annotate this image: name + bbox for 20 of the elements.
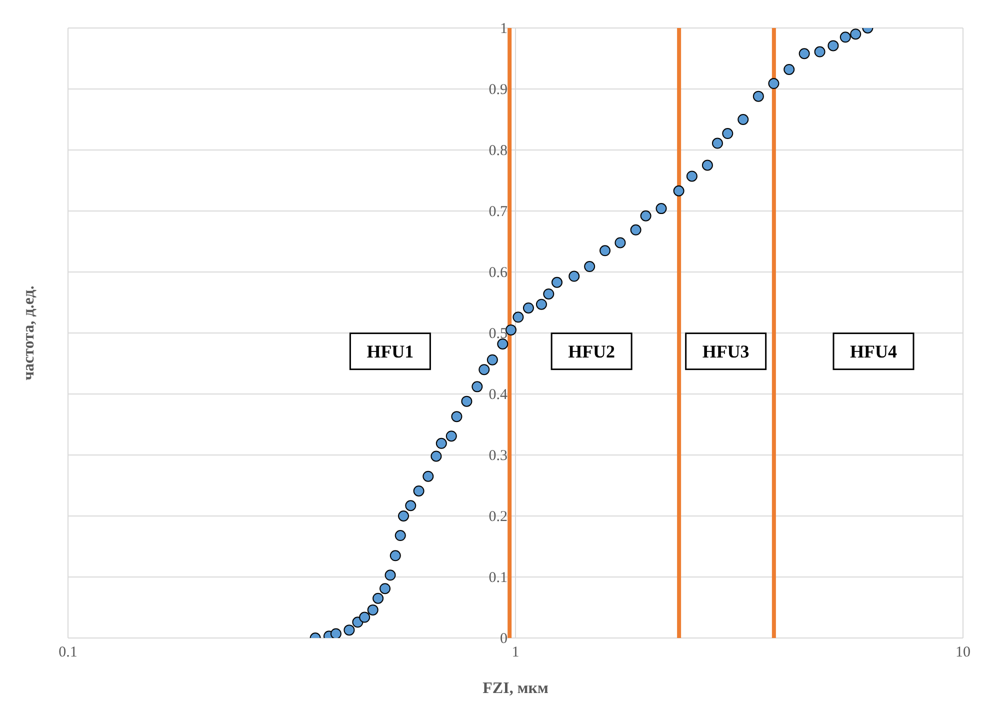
y-tick-label: 0.7 <box>488 204 508 220</box>
y-tick-label: 0.5 <box>488 326 508 342</box>
x-tick-label: 10 <box>956 644 970 661</box>
annotation: HFU4 <box>850 341 897 362</box>
y-tick-label: 0.8 <box>488 143 508 159</box>
y-tick-label: 0.1 <box>488 570 508 586</box>
x-axis-title: FZI, мкм <box>482 680 548 697</box>
x-tick-label: 0.1 <box>58 644 78 661</box>
annotation: HFU3 <box>702 341 750 362</box>
y-tick-label: 0.4 <box>488 387 508 403</box>
y-axis-title: частота, д.ед. <box>20 286 38 380</box>
x-tick-label: 1 <box>512 644 520 661</box>
y-tick-label: 0.3 <box>488 448 508 464</box>
annotation: HFU1 <box>366 341 414 362</box>
y-tick-label: 0.9 <box>488 82 508 98</box>
annotation: HFU2 <box>568 341 616 362</box>
y-tick-label: 0.2 <box>488 509 508 525</box>
y-tick-label: 1 <box>500 21 508 37</box>
y-tick-label: 0.6 <box>488 265 508 281</box>
y-tick-label: 0 <box>500 631 508 647</box>
